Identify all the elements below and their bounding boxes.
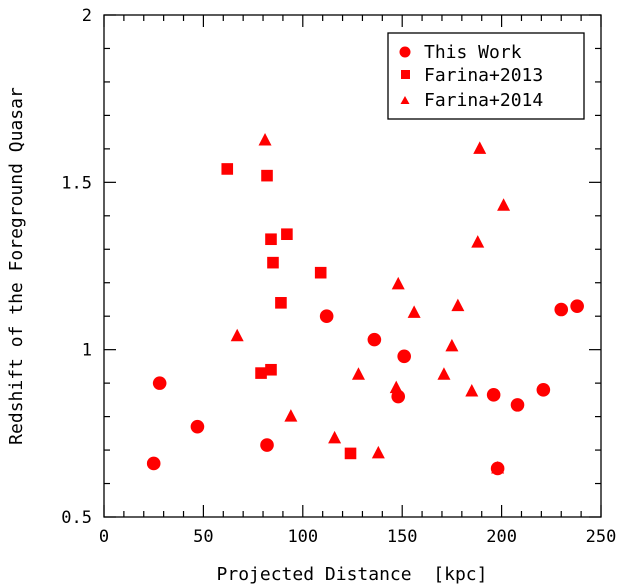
point-farina-2014 [445, 338, 459, 352]
point-farina-2014 [351, 367, 365, 380]
x-tick-label: 150 [387, 527, 418, 547]
point-farina-2014 [391, 276, 405, 290]
axis-ticks [103, 14, 602, 518]
y-tick-label: 1.5 [61, 173, 92, 193]
point-this-work [146, 456, 161, 471]
x-tick-label: 100 [287, 527, 318, 547]
legend: This Work Farina+2013 Farina+2014 [387, 32, 585, 120]
x-tick-label: 200 [486, 527, 517, 547]
point-farina-2013 [275, 297, 287, 309]
point-this-work [536, 383, 551, 397]
point-this-work [554, 302, 569, 317]
legend-label-this-work: This Work [424, 42, 522, 63]
point-farina-2014 [497, 198, 511, 211]
point-farina-2013 [344, 447, 357, 460]
point-this-work [319, 309, 334, 324]
legend-marker-farina-2013 [401, 70, 410, 79]
point-farina-2013 [221, 163, 234, 175]
point-farina-2014 [437, 367, 451, 380]
point-farina-2014 [451, 298, 465, 312]
point-this-work [570, 299, 584, 313]
point-this-work [397, 349, 411, 364]
point-farina-2014 [473, 141, 487, 154]
x-axis-label: Projected Distance [kpc] [217, 564, 488, 585]
y-axis-label: Redshift of the Foreground Quasar [6, 87, 27, 445]
point-farina-2013 [314, 266, 327, 279]
point-farina-2013 [255, 367, 267, 379]
point-this-work [190, 419, 205, 434]
plot-frame [103, 14, 602, 518]
point-farina-2013 [267, 256, 279, 269]
point-farina-2014 [371, 445, 385, 459]
x-tick-label: 50 [193, 527, 213, 547]
point-this-work [367, 332, 382, 347]
point-farina-2014 [389, 380, 403, 394]
point-this-work [260, 438, 274, 452]
tick-labels: 0 50 100 150 200 250 0.5 1 1.5 2 [61, 6, 616, 547]
point-farina-2014 [491, 460, 505, 474]
point-farina-2013 [281, 228, 293, 241]
y-tick-label: 1 [82, 341, 92, 361]
point-farina-2013 [265, 363, 277, 376]
point-farina-2013 [265, 233, 277, 246]
point-farina-2014 [328, 430, 342, 444]
legend-label-farina-2014: Farina+2014 [424, 90, 543, 111]
y-tick-label: 0.5 [61, 508, 92, 528]
legend-marker-farina-2014 [400, 96, 410, 104]
point-this-work [510, 398, 525, 412]
x-tick-label: 0 [99, 527, 109, 547]
point-this-work [152, 376, 167, 390]
point-farina-2014 [258, 133, 272, 146]
point-farina-2013 [261, 169, 273, 182]
data-points [146, 133, 584, 476]
legend-box [387, 32, 585, 120]
point-this-work [486, 388, 501, 402]
point-farina-2014 [471, 235, 485, 248]
point-farina-2014 [230, 328, 244, 342]
point-farina-2014 [284, 409, 298, 422]
point-farina-2014 [407, 305, 421, 318]
y-tick-label: 2 [82, 6, 92, 26]
point-farina-2014 [465, 384, 479, 397]
legend-label-farina-2013: Farina+2013 [424, 65, 543, 86]
legend-marker-this-work [399, 46, 411, 58]
x-tick-label: 250 [586, 527, 617, 547]
